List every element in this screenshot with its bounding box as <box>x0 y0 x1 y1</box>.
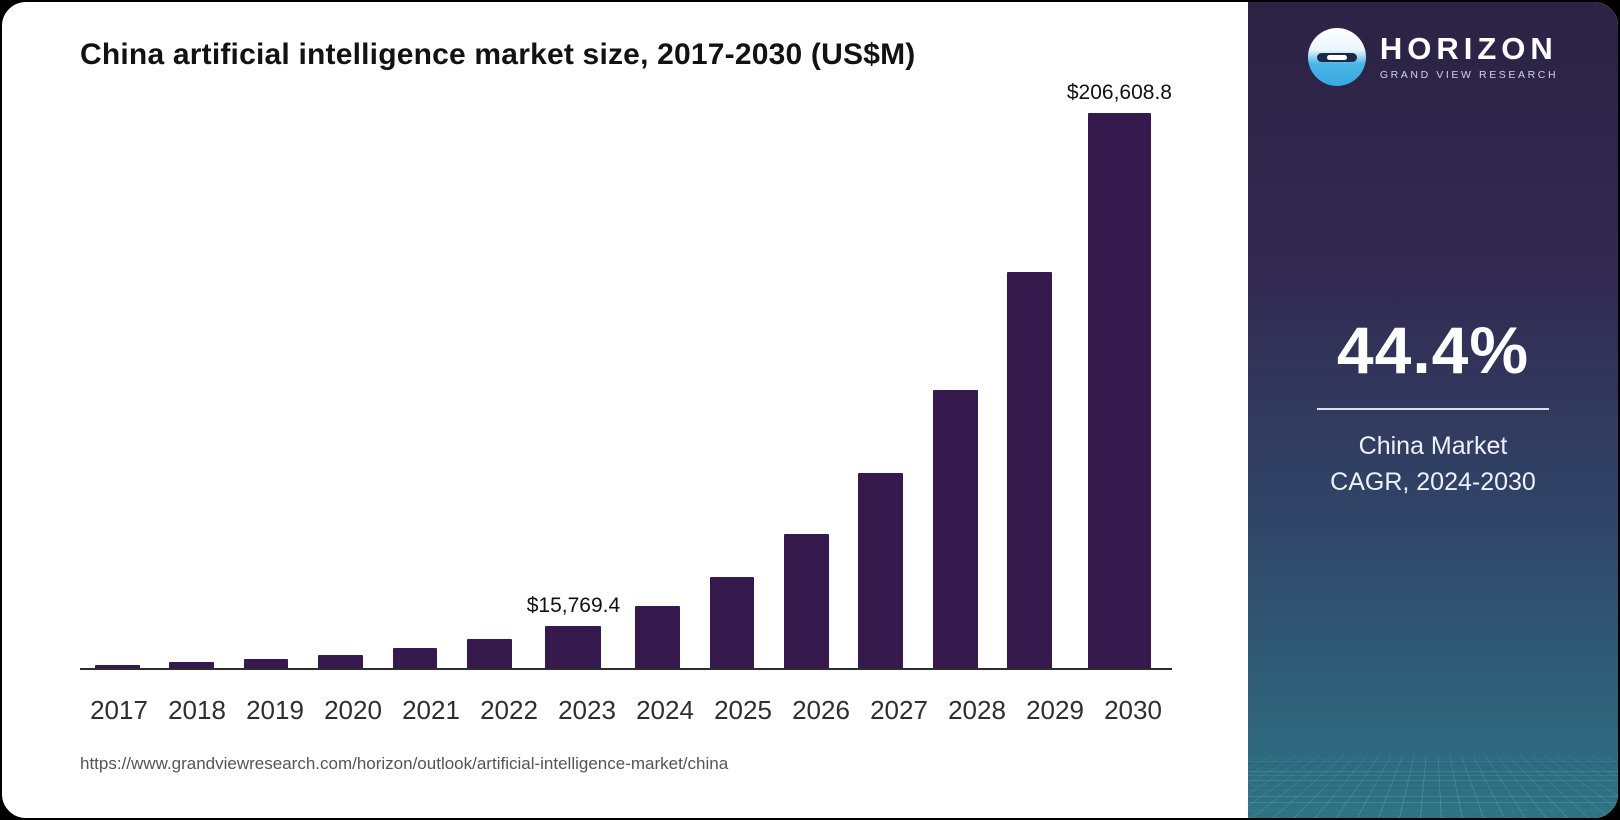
bar-column <box>154 662 228 668</box>
x-axis-label: 2018 <box>168 695 226 725</box>
x-axis-label: 2030 <box>1104 695 1162 725</box>
stat-block: 44.4% China Market CAGR, 2024-2030 <box>1248 312 1618 501</box>
bar <box>467 639 512 668</box>
data-label: $206,608.8 <box>1066 81 1172 104</box>
x-axis-label: 2020 <box>324 695 382 725</box>
bar-column <box>844 473 918 668</box>
bar-column <box>229 659 303 668</box>
x-axis-labels: 2017 2018 2019 2020 2021 2022 2023 2024 2025 2026… <box>80 695 1172 726</box>
x-axis-label: 2029 <box>1026 695 1084 725</box>
bars-container: $15,769.4 $206,608.8 <box>80 81 1172 670</box>
bar-column <box>452 639 526 668</box>
wireframe-mesh-decoration <box>1248 658 1618 818</box>
chart-title: China artificial intelligence market siz… <box>80 38 916 71</box>
x-axis-label: 2024 <box>636 695 694 725</box>
bar-column <box>918 390 992 668</box>
bar-chart: $15,769.4 $206,608.8 2017 2018 2019 2020 2021… <box>80 2 1172 818</box>
brand-subtitle: GRAND VIEW RESEARCH <box>1379 69 1559 82</box>
x-axis-label: 2019 <box>246 695 304 725</box>
x-axis-label: 2027 <box>870 695 928 725</box>
bar-column <box>378 648 452 668</box>
bar-column <box>80 665 154 668</box>
horizon-logo-icon <box>1307 28 1366 86</box>
bar-column: $15,769.4 <box>527 594 620 668</box>
bar <box>545 626 602 668</box>
bar <box>783 534 829 668</box>
bar-column <box>769 534 843 668</box>
side-panel: HORIZON GRAND VIEW RESEARCH 44.4% China … <box>1248 2 1618 818</box>
stat-divider <box>1317 408 1549 410</box>
x-axis-label: 2028 <box>948 695 1006 725</box>
brand-name: HORIZON <box>1379 30 1558 66</box>
bar <box>318 655 363 668</box>
bar <box>709 577 755 668</box>
bar <box>1087 113 1151 668</box>
stat-label: China Market CAGR, 2024-2030 <box>1248 428 1618 501</box>
bar-column <box>620 606 694 668</box>
stat-label-line1: China Market <box>1358 432 1508 460</box>
bar <box>932 390 978 668</box>
bar-column <box>992 272 1066 668</box>
bar <box>635 606 680 668</box>
source-url: https://www.grandviewresearch.com/horizo… <box>80 754 729 773</box>
bar-column <box>695 577 769 668</box>
bar-column <box>303 655 377 668</box>
stat-value: 44.4% <box>1336 313 1530 387</box>
bar <box>392 648 438 668</box>
data-label: $15,769.4 <box>526 594 621 617</box>
stat-label-line2: CAGR, 2024-2030 <box>1330 468 1536 497</box>
x-axis-label: 2017 <box>90 695 148 725</box>
bar <box>94 665 140 668</box>
bar <box>858 473 904 668</box>
bar <box>169 662 215 668</box>
x-axis-label: 2022 <box>480 695 538 725</box>
chart-panel: China artificial intelligence market siz… <box>2 2 1248 818</box>
brand-logo: HORIZON GRAND VIEW RESEARCH <box>1248 28 1618 86</box>
bar <box>1007 272 1052 668</box>
x-axis-label: 2026 <box>792 695 850 725</box>
x-axis-label: 2025 <box>714 695 772 725</box>
bar <box>243 659 289 668</box>
x-axis-label: 2021 <box>402 695 460 725</box>
bar-column: $206,608.8 <box>1067 81 1172 668</box>
x-axis-label: 2023 <box>558 695 616 725</box>
